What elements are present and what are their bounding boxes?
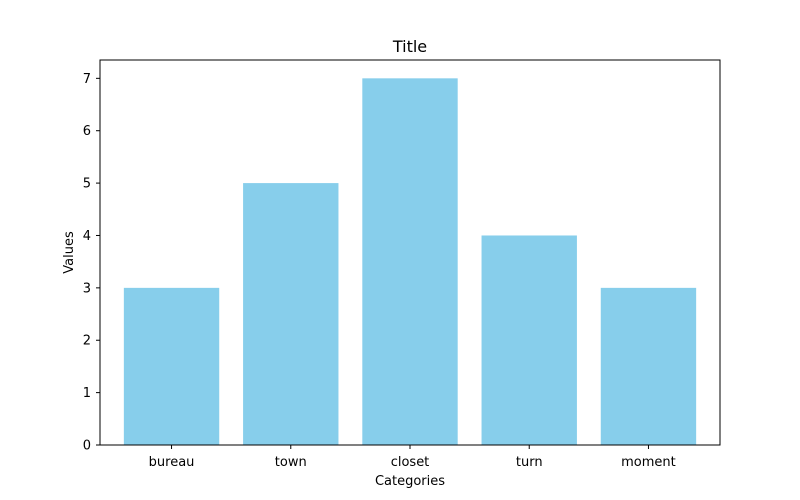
y-tick-label: 3 — [83, 281, 91, 296]
y-tick-label: 2 — [83, 334, 91, 349]
x-tick-label: town — [275, 455, 307, 470]
y-tick-label: 5 — [83, 177, 91, 192]
x-tick-label: moment — [621, 455, 676, 470]
x-tick-label: bureau — [149, 455, 195, 470]
y-axis-label: Values — [62, 231, 77, 274]
y-tick-label: 0 — [83, 439, 91, 454]
x-tick-label: turn — [516, 455, 543, 470]
y-tick-label: 4 — [83, 229, 91, 244]
bars-group — [123, 78, 697, 445]
x-axis-label: Categories — [375, 474, 445, 489]
bar-bureau — [123, 287, 220, 445]
bar-town — [243, 183, 339, 445]
bar-turn — [481, 235, 577, 445]
y-tick-label: 7 — [83, 72, 91, 87]
y-tick-label: 6 — [83, 124, 91, 139]
x-tick-label: closet — [391, 455, 430, 470]
x-axis-ticks: bureau town closet turn moment — [149, 445, 676, 470]
y-axis-ticks: 0 1 2 3 4 5 6 7 — [83, 72, 100, 454]
bar-closet — [362, 78, 458, 445]
bar-moment — [600, 287, 697, 445]
chart-title: Title — [392, 37, 427, 56]
y-tick-label: 1 — [83, 386, 91, 401]
plot-area-frame — [99, 59, 721, 446]
